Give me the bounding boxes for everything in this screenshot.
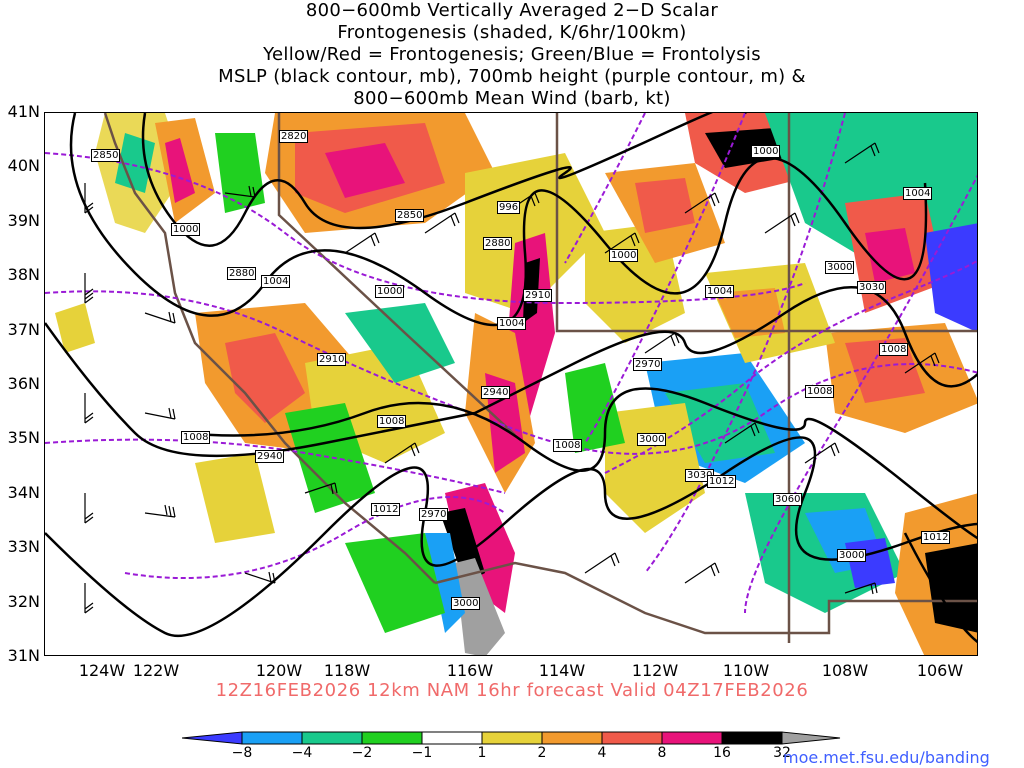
title-line-5: 800−600mb Mean Wind (barb, kt) xyxy=(353,88,671,109)
height-contours xyxy=(45,113,977,614)
lat-label-40n: 40N xyxy=(7,156,40,175)
mslp-contours xyxy=(45,113,977,644)
lat-label-34n: 34N xyxy=(7,483,40,502)
mslp-label: 1012 xyxy=(707,475,737,488)
height-label: 3000 xyxy=(837,549,867,562)
height-label: 3030 xyxy=(857,281,887,294)
lon-label-124w: 124W xyxy=(78,661,126,680)
lat-label-36n: 36N xyxy=(7,374,40,393)
mslp-label: 1004 xyxy=(705,285,735,298)
height-label: 2970 xyxy=(633,358,663,371)
colorbar-label: 32 xyxy=(773,745,791,761)
colorbar-label: −1 xyxy=(411,745,433,761)
height-label: 2850 xyxy=(91,149,121,162)
height-label: 3000 xyxy=(825,261,855,274)
height-label: 2910 xyxy=(317,353,347,366)
lon-label-122w: 122W xyxy=(132,661,180,680)
lon-label-106w: 106W xyxy=(916,661,964,680)
lat-label-35n: 35N xyxy=(7,428,40,447)
height-label: 3000 xyxy=(637,433,667,446)
lon-label-118w: 118W xyxy=(323,661,371,680)
lat-label-41n: 41N xyxy=(7,102,40,121)
title-line-4: MSLP (black contour, mb), 700mb height (… xyxy=(218,66,806,87)
colorbar xyxy=(182,731,841,745)
lat-label-31n: 31N xyxy=(7,646,40,665)
lon-label-114w: 114W xyxy=(538,661,586,680)
mslp-label: 1008 xyxy=(377,415,407,428)
mslp-label: 1012 xyxy=(921,531,951,544)
height-label: 2820 xyxy=(279,130,309,143)
title-line-3: Yellow/Red = Frontogenesis; Green/Blue =… xyxy=(263,44,761,65)
lon-label-112w: 112W xyxy=(631,661,679,680)
title-line-2: Frontogenesis (shaded, K/6hr/100km) xyxy=(337,22,687,43)
title-line-1: 800−600mb Vertically Averaged 2−D Scalar xyxy=(305,0,719,21)
valid-time: 12Z16FEB2026 12km NAM 16hr forecast Vali… xyxy=(215,680,809,701)
height-label: 2940 xyxy=(255,450,285,463)
lat-label-32n: 32N xyxy=(7,592,40,611)
lon-label-116w: 116W xyxy=(446,661,494,680)
height-label: 2970 xyxy=(419,508,449,521)
height-label: 3000 xyxy=(451,597,481,610)
lon-label-120w: 120W xyxy=(255,661,303,680)
lon-label-108w: 108W xyxy=(821,661,869,680)
colorbar-label: −4 xyxy=(291,745,313,761)
mslp-label: 1008 xyxy=(553,439,583,452)
mslp-label: 996 xyxy=(497,201,521,214)
mslp-label: 1000 xyxy=(171,223,201,236)
state-boundaries xyxy=(103,113,977,643)
colorbar-label: 2 xyxy=(537,745,547,761)
frontogenesis-shading xyxy=(55,113,977,655)
height-label: 3060 xyxy=(773,493,803,506)
mslp-label: 1000 xyxy=(609,249,639,262)
height-label: 2880 xyxy=(483,237,513,250)
mslp-label: 1000 xyxy=(751,145,781,158)
mslp-label: 1012 xyxy=(371,503,401,516)
lat-label-37n: 37N xyxy=(7,320,40,339)
wind-barbs xyxy=(84,142,940,614)
chart-title: 800−600mb Vertically Averaged 2−D Scalar… xyxy=(0,0,1024,110)
colorbar-label: 8 xyxy=(657,745,667,761)
lon-label-110w: 110W xyxy=(722,661,770,680)
colorbar-label: −2 xyxy=(351,745,373,761)
colorbar-label: −8 xyxy=(231,745,253,761)
mslp-label: 1008 xyxy=(879,343,909,356)
mslp-label: 1004 xyxy=(497,317,527,330)
colorbar-label: 1 xyxy=(477,745,487,761)
mslp-label: 1008 xyxy=(805,385,835,398)
height-label: 2940 xyxy=(481,386,511,399)
mslp-label: 1008 xyxy=(181,431,211,444)
lat-label-39n: 39N xyxy=(7,211,40,230)
height-label: 2880 xyxy=(227,267,257,280)
height-label: 2910 xyxy=(523,289,553,302)
map-canvas xyxy=(45,113,977,655)
lat-label-33n: 33N xyxy=(7,537,40,556)
frontogenesis-map: 2820 2850 2850 2880 2880 2910 2910 2940 … xyxy=(44,112,978,656)
colorbar-label: 4 xyxy=(597,745,607,761)
mslp-label: 1004 xyxy=(903,187,933,200)
colorbar-label: 16 xyxy=(713,745,731,761)
height-label: 2850 xyxy=(395,209,425,222)
source-credit: moe.met.fsu.edu/banding xyxy=(783,748,990,767)
mslp-label: 1000 xyxy=(375,285,405,298)
mslp-label: 1004 xyxy=(261,275,291,288)
lat-label-38n: 38N xyxy=(7,265,40,284)
